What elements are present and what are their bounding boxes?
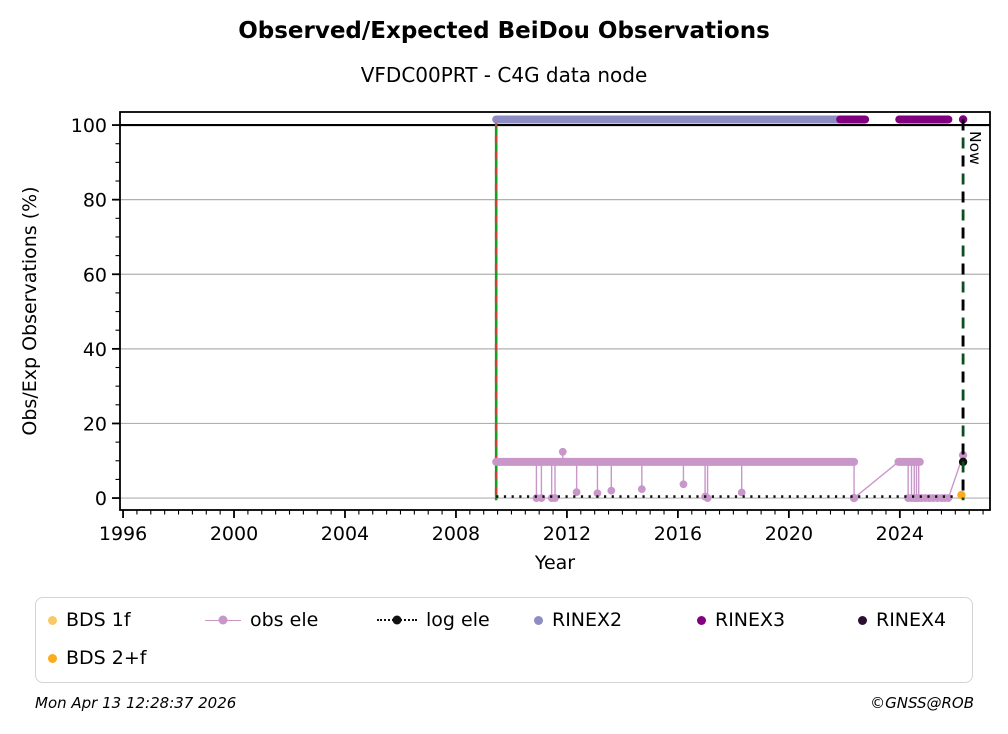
legend-marker-icon — [377, 615, 417, 625]
series-obs-ele-marker — [551, 494, 559, 502]
page-title: Observed/Expected BeiDou Observations — [238, 18, 770, 44]
x-tick-label: 2000 — [210, 523, 258, 545]
axes-frame — [119, 111, 991, 511]
legend-item-rinex2: RINEX2 — [534, 607, 622, 633]
series-obs-ele-marker — [637, 485, 646, 494]
series-obs-ele-connector — [853, 461, 899, 499]
x-tick-label: 1996 — [99, 523, 147, 545]
legend-item-bds-1f: BDS 1f — [48, 607, 131, 633]
legend-item-bds-2-f: BDS 2+f — [48, 645, 146, 671]
series-obs-ele-marker — [572, 488, 581, 496]
legend-marker-icon — [205, 615, 241, 625]
x-tick-label: 2004 — [321, 523, 369, 545]
legend-label: RINEX3 — [715, 609, 786, 631]
y-tick-label: 0 — [95, 488, 107, 510]
series-obs-ele-marker — [944, 494, 953, 502]
x-tick-label: 2012 — [543, 523, 591, 545]
copyright-label: ©GNSS@ROB — [870, 694, 974, 712]
legend-label: BDS 2+f — [66, 647, 147, 669]
legend-label: log ele — [426, 609, 490, 631]
legend-label: RINEX2 — [552, 609, 623, 631]
legend-label: obs ele — [250, 609, 319, 631]
series-obs-ele-marker — [737, 488, 746, 497]
y-tick-label: 60 — [83, 264, 107, 286]
legend-label: BDS 1f — [66, 609, 131, 631]
x-tick-label: 2024 — [876, 523, 924, 545]
now-vline-label: Now — [966, 131, 984, 165]
plot-timestamp: Mon Apr 13 12:28:37 2026 — [35, 694, 237, 712]
series-obs-ele-marker — [607, 486, 616, 495]
series-obs-ele-marker — [593, 489, 602, 498]
x-axis-label: Year — [534, 552, 576, 574]
legend-marker-icon — [48, 615, 57, 625]
series-obs-ele-marker — [679, 480, 688, 489]
y-tick-label: 40 — [83, 339, 107, 361]
series-obs-ele-marker — [558, 447, 567, 456]
legend-marker-icon — [858, 615, 867, 625]
legend-marker-icon — [534, 615, 543, 625]
series-bds-2-f-marker — [957, 490, 966, 500]
legend-marker-icon — [697, 615, 706, 625]
legend: BDS 1f obs ele log ele RINEX2 RINEX3 RINEX4 BD… — [35, 597, 973, 683]
legend-item-obs-ele: obs ele — [205, 607, 318, 633]
x-tick-label: 2016 — [654, 523, 702, 545]
legend-item-log-ele: log ele — [377, 607, 490, 633]
legend-item-rinex3: RINEX3 — [697, 607, 785, 633]
y-tick-label: 20 — [83, 413, 107, 435]
legend-label: RINEX4 — [876, 609, 947, 631]
legend-marker-icon — [48, 653, 57, 663]
series-obs-ele-marker — [958, 450, 968, 460]
legend-item-rinex4: RINEX4 — [858, 607, 946, 633]
y-tick-label: 80 — [83, 190, 107, 212]
y-tick-label: 100 — [71, 115, 107, 137]
x-tick-label: 2020 — [765, 523, 813, 545]
x-tick-label: 2008 — [432, 523, 480, 545]
series-obs-ele-marker — [849, 493, 859, 503]
page-subtitle: VFDC00PRT - C4G data node — [360, 63, 648, 87]
